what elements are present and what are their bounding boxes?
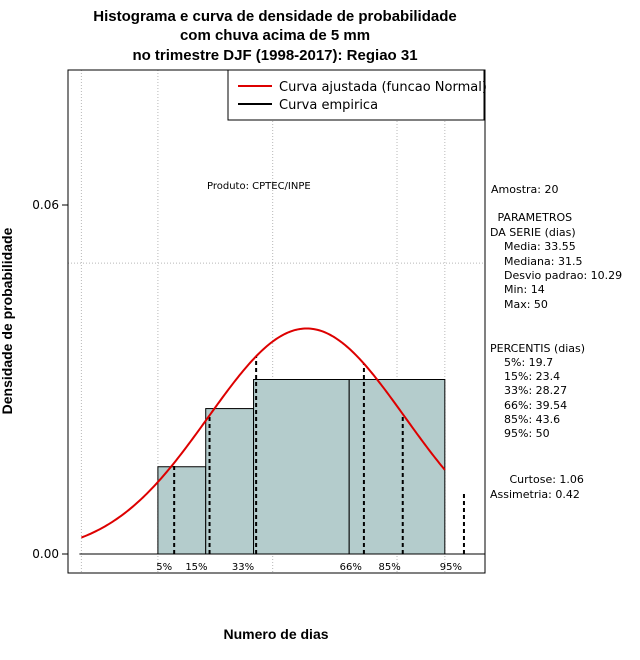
stat-p66: 66%: 39.54	[497, 399, 567, 412]
legend: Curva ajustada (funcao Normal) Curva emp…	[227, 69, 487, 121]
statistics-panel: Amostra: 20 PARAMETROS DA SERIE (dias) M…	[490, 183, 622, 501]
histogram-bar-0	[157, 466, 207, 555]
grid-lines	[68, 70, 485, 573]
product-annotation: Produto: CPTEC/INPE	[207, 181, 311, 192]
stat-sample: Amostra: 20	[491, 183, 558, 196]
percentile-label-3: 66%	[340, 562, 362, 573]
legend-label-fitted: Curva ajustada (funcao Normal)	[279, 80, 487, 95]
stat-p33: 33%: 28.27	[497, 384, 567, 397]
y-tick-label-0: 0.00	[32, 547, 59, 561]
percentile-label-0: 5%	[156, 562, 172, 573]
stat-p15: 15%: 23.4	[497, 370, 560, 383]
legend-label-empirical: Curva empirica	[279, 98, 378, 113]
normal-curve	[81, 327, 446, 539]
stat-percentiles-header: PERCENTIS (dias)	[490, 342, 585, 355]
chart-title-line-1: Histograma e curva de densidade de proba…	[93, 8, 456, 25]
stat-params-header: PARAMETROS	[494, 211, 572, 224]
stat-sd: Desvio padrao: 10.29	[497, 269, 622, 282]
stat-min: Min: 14	[497, 283, 545, 296]
legend-box	[227, 69, 485, 121]
y-axis-label: Densidade de probabilidade	[0, 227, 15, 414]
stat-p85: 85%: 43.6	[497, 413, 560, 426]
histogram-bar-2	[253, 379, 350, 555]
histogram-bar-1	[205, 408, 255, 555]
stat-median: Mediana: 31.5	[497, 255, 582, 268]
percentile-labels: 5% 15% 33% 66% 85% 95%	[156, 562, 462, 573]
fitted-normal-curve-line	[81, 327, 446, 539]
percentile-label-1: 15%	[185, 562, 207, 573]
histogram-bars	[79, 379, 485, 555]
x-axis-label: Numero de dias	[223, 626, 328, 642]
percentile-label-2: 33%	[232, 562, 254, 573]
chart-title-line-3: no trimestre DJF (1998-2017): Regiao 31	[132, 47, 417, 64]
percentile-label-5: 95%	[440, 562, 462, 573]
percentile-label-4: 85%	[379, 562, 401, 573]
stat-p5: 5%: 19.7	[497, 356, 553, 369]
stat-p95: 95%: 50	[497, 427, 550, 440]
histogram-bar-3	[348, 379, 446, 555]
y-axis: 0.00 0.06	[32, 198, 68, 561]
stat-max: Max: 50	[497, 298, 548, 311]
stat-mean: Media: 33.55	[497, 240, 576, 253]
percentile-lines	[173, 356, 465, 554]
chart-title-line-2: com chuva acima de 5 mm	[180, 27, 370, 44]
stat-kurtosis: Curtose: 1.06	[499, 473, 584, 486]
stat-skewness: Assimetria: 0.42	[490, 488, 580, 501]
y-tick-label-1: 0.06	[32, 198, 59, 212]
stat-params-subheader: DA SERIE (dias)	[490, 226, 576, 239]
